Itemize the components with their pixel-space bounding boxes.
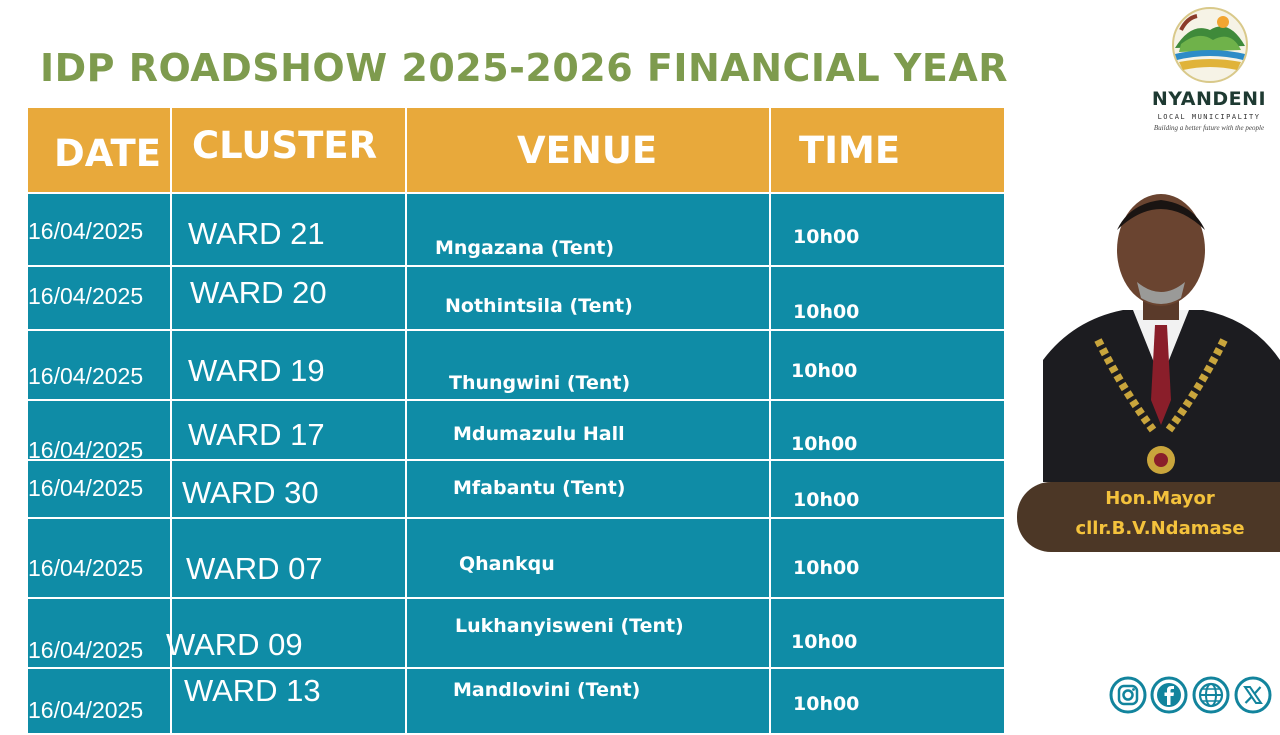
header-row: DATE CLUSTER VENUE TIME (26, 106, 1006, 194)
ward-cell: WARD 17 (170, 399, 407, 461)
header-venue: VENUE (405, 106, 771, 194)
logo-name: NYANDENI (1151, 88, 1267, 110)
venue-cell: Mfabantu (Tent) (405, 459, 771, 519)
header-date: DATE (26, 106, 172, 194)
globe-icon[interactable] (1191, 675, 1231, 715)
ward-cell: WARD 19 (170, 329, 407, 401)
table-row: 16/04/2025 WARD 30 Mfabantu (Tent) 10h00 (26, 459, 1006, 519)
date-cell: 16/04/2025 (26, 192, 172, 267)
mayor-title: Hon.Mayor (1105, 488, 1215, 509)
date-cell: 16/04/2025 (26, 399, 172, 463)
table-row: 16/04/2025 WARD 21 Mngazana (Tent) 10h00 (26, 192, 1006, 267)
venue-cell: Thungwini (Tent) (405, 329, 771, 401)
table-row: 16/04/2025 WARD 17 Mdumazulu Hall 10h00 (26, 399, 1006, 463)
mayor-caption (1017, 482, 1280, 552)
ward-cell: WARD 20 (170, 265, 407, 331)
date-cell: 16/04/2025 (26, 329, 172, 401)
page-title: IDP ROADSHOW 2025-2026 FINANCIAL YEAR (40, 46, 1009, 90)
logo-tagline: Building a better future with the people (1153, 124, 1265, 132)
time-cell: 10h00 (769, 329, 1006, 401)
venue-cell: Mngazana (Tent) (405, 192, 771, 267)
mayor-name: cllr.B.V.Ndamase (1075, 518, 1245, 539)
schedule-table: DATE CLUSTER VENUE TIME 16/04/2025 WARD … (26, 106, 1006, 735)
table-row: 16/04/2025 WARD 19 Thungwini (Tent) 10h0… (26, 329, 1006, 401)
venue-cell: Qhankqu (405, 517, 771, 599)
table-row: 16/04/2025 WARD 07 Qhankqu 10h00 (26, 517, 1006, 599)
ward-cell: WARD 07 (170, 517, 407, 599)
instagram-icon[interactable] (1108, 675, 1148, 715)
venue-cell: Lukhanyisweni (Tent) (405, 597, 771, 669)
header-cluster: CLUSTER (170, 106, 407, 194)
venue-cell: Mandlovini (Tent) (405, 667, 771, 735)
ward-cell: WARD 21 (170, 192, 407, 267)
logo-subtitle: LOCAL MUNICIPALITY (1157, 113, 1261, 121)
ward-cell: WARD 13 (170, 667, 407, 735)
time-cell: 10h00 (769, 399, 1006, 461)
venue-cell: Mdumazulu Hall (405, 399, 771, 461)
table-row: 16/04/2025 WARD 09 Lukhanyisweni (Tent) … (26, 597, 1006, 669)
table-row: 16/04/2025 WARD 20 Nothintsila (Tent) 10… (26, 265, 1006, 331)
ward-cell: WARD 30 (170, 459, 407, 519)
x-icon[interactable] (1233, 675, 1273, 715)
date-cell: 16/04/2025 (26, 265, 172, 331)
venue-cell: Nothintsila (Tent) (405, 265, 771, 331)
date-cell: 16/04/2025 (26, 459, 172, 519)
mayor-portrait (1043, 190, 1280, 482)
date-cell: 16/04/2025 (26, 667, 172, 735)
logo-emblem-icon (1172, 7, 1248, 83)
municipality-logo (1141, 0, 1280, 140)
date-cell: 16/04/2025 (26, 517, 172, 599)
table-row: 16/04/2025 WARD 13 Mandlovini (Tent) 10h… (26, 667, 1006, 735)
time-cell: 10h00 (769, 459, 1006, 519)
time-cell: 10h00 (769, 265, 1006, 331)
time-cell: 10h00 (769, 667, 1006, 735)
time-cell: 10h00 (769, 517, 1006, 599)
header-time: TIME (769, 106, 1006, 194)
facebook-icon[interactable] (1149, 675, 1189, 715)
ward-cell: WARD 09 (166, 597, 407, 669)
time-cell: 10h00 (769, 597, 1006, 669)
date-cell: 16/04/2025 (26, 597, 172, 669)
time-cell: 10h00 (769, 192, 1006, 267)
